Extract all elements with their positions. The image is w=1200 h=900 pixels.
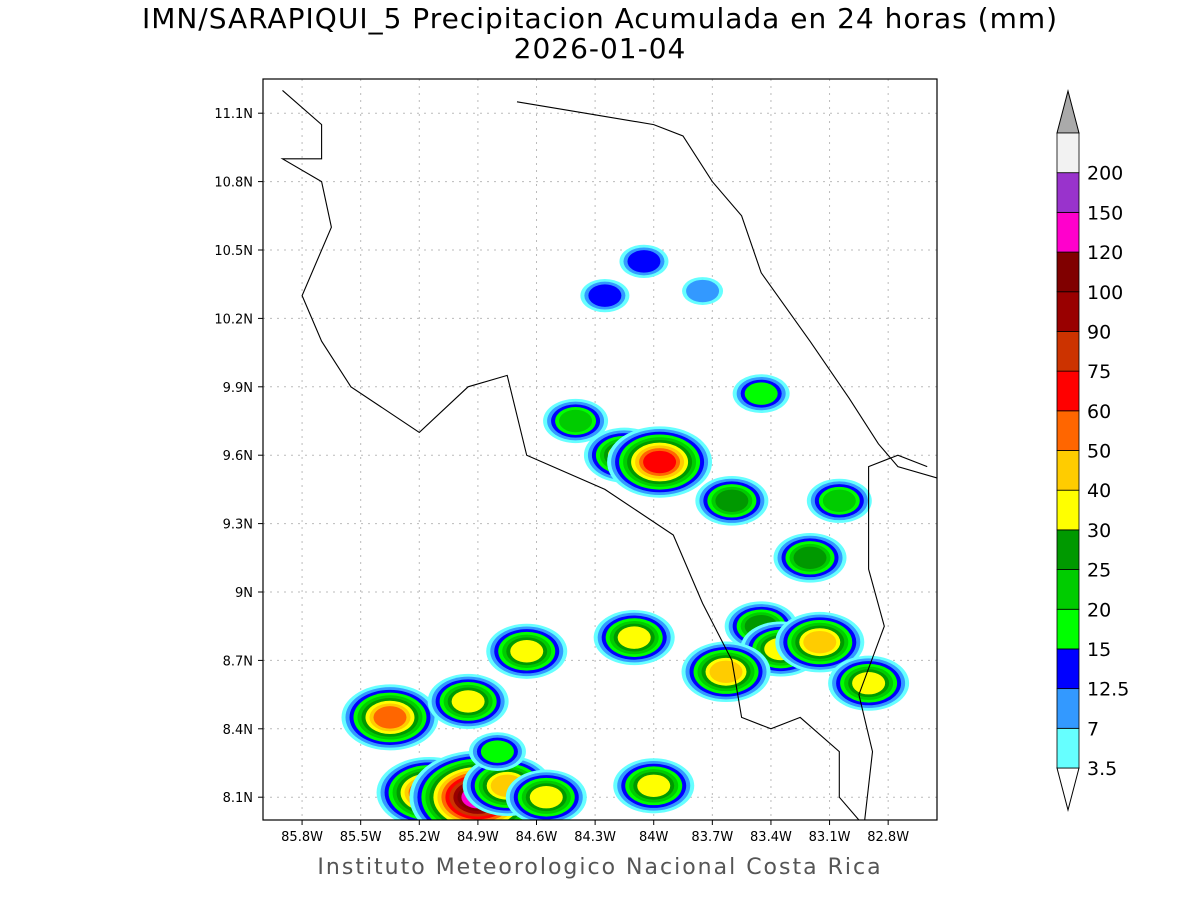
colorbar-swatch [1056,608,1080,650]
tick-label-lat: 10.2N [214,312,253,327]
tick-label-lon: 85.5W [340,830,382,845]
colorbar-swatch [1056,172,1080,213]
colorbar-swatch [1056,291,1080,332]
colorbar-label: 25 [1087,560,1111,582]
tick-label-lon: 84.3W [574,830,616,845]
pacific-coastline [280,89,860,820]
colorbar-label: 50 [1087,441,1111,463]
tick-label-lat: 9.6N [223,449,253,464]
tick-label-lon: 82.8W [867,830,909,845]
precip-cell [510,640,544,663]
colorbar-swatch [1056,727,1080,769]
tick-label-lat: 10.5N [214,244,253,259]
colorbar-label: 12.5 [1087,679,1129,701]
precip-cell [822,489,856,513]
precip-cell [643,450,677,474]
tick-label-lon: 85.2W [398,830,440,845]
colorbar-label: 100 [1087,282,1123,304]
coastline [280,89,937,820]
tick-label-lat: 11.1N [214,107,253,122]
colorbar-label: 30 [1087,520,1111,542]
map-frame [262,78,938,821]
colorbar-label: 15 [1087,639,1111,661]
precip-cell [852,671,886,695]
colorbar-swatch [1056,569,1080,610]
colorbar-label: 3.5 [1087,758,1117,780]
colorbar-swatch [1056,370,1080,412]
tick-label-lat: 9N [235,586,253,601]
colorbar-low-arrow [1056,767,1080,812]
tick-label-lon: 84.9W [457,830,499,845]
colorbar: 3.5 7 12.5 15 20 25 30 40 50 60 75 90 100 120 150 200 [1056,89,1129,812]
caribbean-coastline [516,101,937,479]
precip-cell [686,279,720,303]
colorbar-label: 150 [1087,202,1123,224]
panama-border [858,454,928,820]
colorbar-swatch [1056,211,1080,253]
map-title: IMN/SARAPIQUI_5 Precipitacion Acumulada … [141,2,1059,35]
tick-label-lat: 8.7N [223,654,253,669]
colorbar-label: 90 [1087,321,1111,343]
map-date: 2026-01-04 [513,32,687,65]
tick-label-lon: 83.1W [809,830,851,845]
precip-cell [373,706,407,729]
colorbar-label: 200 [1087,163,1123,185]
colorbar-swatch [1056,132,1080,174]
tick-label-lon: 83.7W [691,830,733,845]
precip-cell [627,250,661,273]
precip-cell [617,626,651,649]
tick-label-lat: 8.4N [223,723,253,738]
colorbar-swatch [1056,331,1080,372]
colorbar-high-arrow [1056,89,1080,134]
tick-label-lon: 84.6W [516,830,558,845]
colorbar-label: 7 [1087,718,1099,740]
precip-cell [803,630,837,654]
tick-label-lon: 84W [639,830,669,845]
precip-cell [744,382,778,405]
precip-cell [480,740,514,763]
precip-cell [451,690,485,713]
tick-label-lon: 85.8W [281,830,323,845]
tick-label-lon: 83.4W [750,830,792,845]
tick-label-lat: 8.1N [223,791,253,806]
precip-cell [793,546,827,570]
colorbar-swatch [1056,529,1080,570]
precipitation-field [341,244,910,820]
colorbar-swatch [1056,648,1080,690]
precip-cell [709,660,743,684]
colorbar-swatch [1056,688,1080,729]
colorbar-label: 20 [1087,599,1111,621]
precip-cell [529,785,563,809]
colorbar-label: 120 [1087,242,1123,264]
colorbar-swatch [1056,489,1080,531]
precip-cell [715,489,749,513]
colorbar-label: 40 [1087,480,1111,502]
colorbar-label: 60 [1087,401,1111,423]
colorbar-label: 75 [1087,361,1111,383]
tick-label-lat: 9.9N [223,381,253,396]
tick-label-lat: 10.8N [214,176,253,191]
footer-credit: Instituto Meteorologico Nacional Costa R… [317,855,883,880]
axis-ticks: 85.8W 85.5W 85.2W 84.9W 84.6W 84.3W 84W 83.7W 83… [214,107,909,845]
colorbar-swatch [1056,410,1080,451]
precip-cell [588,284,622,307]
precip-cell [637,774,671,798]
colorbar-swatch [1056,450,1080,491]
precip-cell [559,409,593,433]
colorbar-swatch [1056,251,1080,293]
tick-label-lat: 9.3N [223,518,253,533]
